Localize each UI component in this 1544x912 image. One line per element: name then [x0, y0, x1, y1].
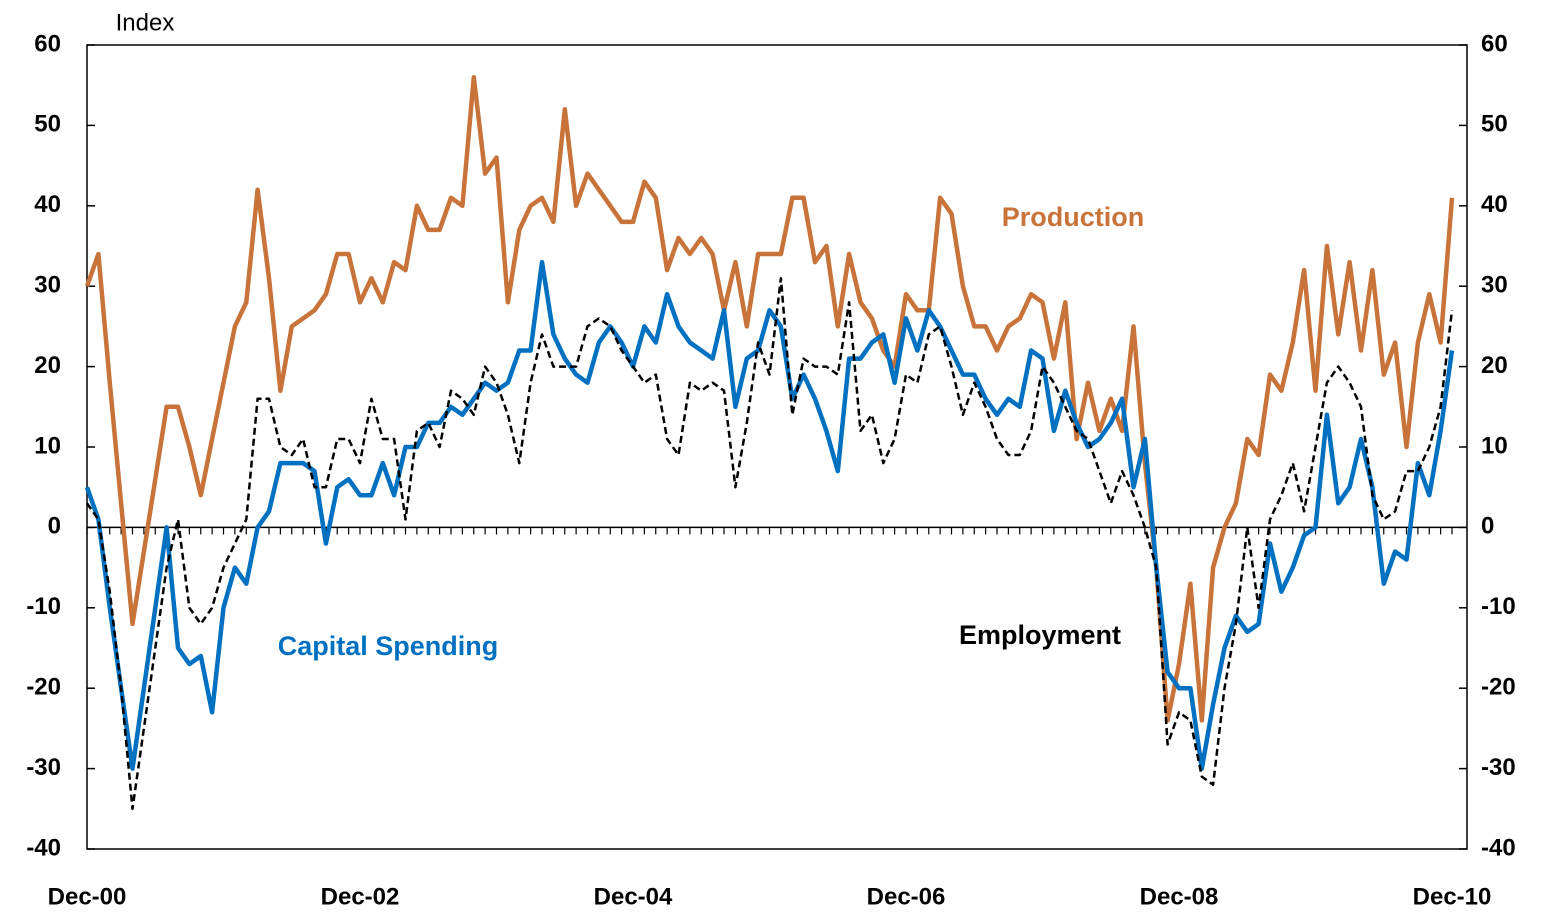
x-tick-label: Dec-02 — [321, 883, 400, 910]
y2-tick-label: 20 — [1481, 352, 1508, 379]
y-tick-label: 10 — [34, 432, 61, 459]
y2-tick-label: 10 — [1481, 432, 1508, 459]
x-tick-label: Dec-08 — [1140, 883, 1219, 910]
y2-tick-label: -10 — [1481, 593, 1516, 620]
series-label: Employment — [959, 620, 1121, 650]
y-tick-label: -20 — [26, 674, 61, 701]
series-label: Production — [1002, 202, 1145, 232]
x-tick-label: Dec-10 — [1413, 883, 1492, 910]
y-tick-label: 0 — [48, 513, 61, 540]
x-tick-label: Dec-06 — [867, 883, 946, 910]
y-tick-label: 40 — [34, 191, 61, 218]
y2-tick-label: 0 — [1481, 513, 1494, 540]
x-tick-label: Dec-00 — [48, 883, 127, 910]
y-axis-label: Index — [116, 9, 175, 36]
y2-tick-label: -30 — [1481, 754, 1516, 781]
series-label: Capital Spending — [278, 631, 499, 661]
series-line — [84, 259, 1455, 771]
series-line — [85, 276, 1454, 811]
y2-tick-label: 60 — [1481, 30, 1508, 57]
y-tick-label: -40 — [26, 834, 61, 861]
y2-tick-label: 50 — [1481, 111, 1508, 138]
y2-tick-label: -20 — [1481, 674, 1516, 701]
y2-tick-label: 40 — [1481, 191, 1508, 218]
y-tick-label: -10 — [26, 593, 61, 620]
x-tick-label: Dec-04 — [594, 883, 673, 910]
y-tick-label: -30 — [26, 754, 61, 781]
y2-tick-label: -40 — [1481, 834, 1516, 861]
y-tick-label: 20 — [34, 352, 61, 379]
y2-tick-label: 30 — [1481, 272, 1508, 299]
y-tick-label: 50 — [34, 111, 61, 138]
y-tick-label: 60 — [34, 30, 61, 57]
y-tick-label: 30 — [34, 272, 61, 299]
series-line — [84, 74, 1455, 723]
